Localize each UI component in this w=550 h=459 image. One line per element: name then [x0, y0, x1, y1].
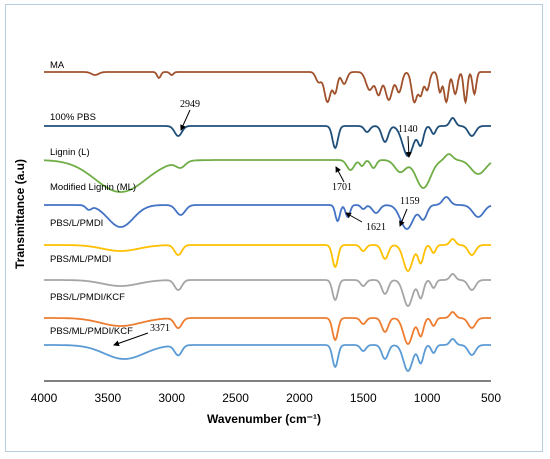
x-tick-label: 1500 [350, 391, 377, 405]
peak-annotation-label: 1621 [366, 222, 386, 233]
series-line [44, 153, 492, 193]
peak-annotation-arrow [335, 166, 345, 183]
x-axis-ticks: 4000 3500 3000 2500 2000 1500 1000 500 [31, 391, 502, 405]
peak-annotation-label: 3371 [150, 323, 170, 334]
y-axis-title: Transmittance (a.u) [13, 159, 27, 269]
series-line [44, 71, 491, 105]
peak-annotation-label: 1159 [400, 196, 420, 207]
peak-annotation-label: 1140 [398, 124, 418, 135]
series-line [44, 338, 491, 372]
x-tick-label: 4000 [31, 391, 58, 405]
series-labels: MA 100% PBS Lignin (L) Modified Lignin (ML)… [50, 60, 136, 337]
x-axis-title: Wavenumber (cm⁻¹) [207, 412, 321, 426]
x-tick-label: 2500 [222, 391, 249, 405]
x-tick-label: 3500 [95, 391, 122, 405]
peak-annotation-label: 2949 [180, 99, 200, 110]
series-label: Modified Lignin (ML) [50, 182, 136, 193]
x-tick-label: 500 [481, 391, 501, 405]
series-line [44, 117, 491, 157]
series-line [44, 238, 491, 272]
series-line [44, 273, 491, 307]
series-line [44, 196, 492, 230]
peak-annotations: 2949 1140 1701 1621 1159 3371 [113, 99, 420, 347]
series-label: 100% PBS [50, 112, 96, 123]
x-tick-label: 3000 [158, 391, 185, 405]
peak-annotation-arrow [113, 332, 149, 347]
series-label: PBS/L/PMDI/KCF [50, 292, 125, 303]
series-label: PBS/L/PMDI [50, 218, 103, 229]
series-label: Lignin (L) [50, 147, 90, 158]
peak-annotation-label: 1701 [332, 182, 352, 193]
peak-annotation-arrow [345, 212, 363, 223]
series-label: PBS/ML/PMDI [50, 254, 111, 265]
series-label: PBS/ML/PMDI/KCF [50, 326, 133, 337]
series-label: MA [50, 60, 65, 71]
peak-annotation-arrow [399, 208, 408, 227]
x-tick-label: 1000 [414, 391, 441, 405]
series-line [44, 311, 491, 345]
x-tick-label: 2000 [286, 391, 313, 405]
chart-frame [5, 4, 543, 452]
spectra-curves [44, 71, 492, 372]
peak-annotation-arrow [405, 135, 412, 158]
peak-annotation-arrow [180, 109, 191, 131]
